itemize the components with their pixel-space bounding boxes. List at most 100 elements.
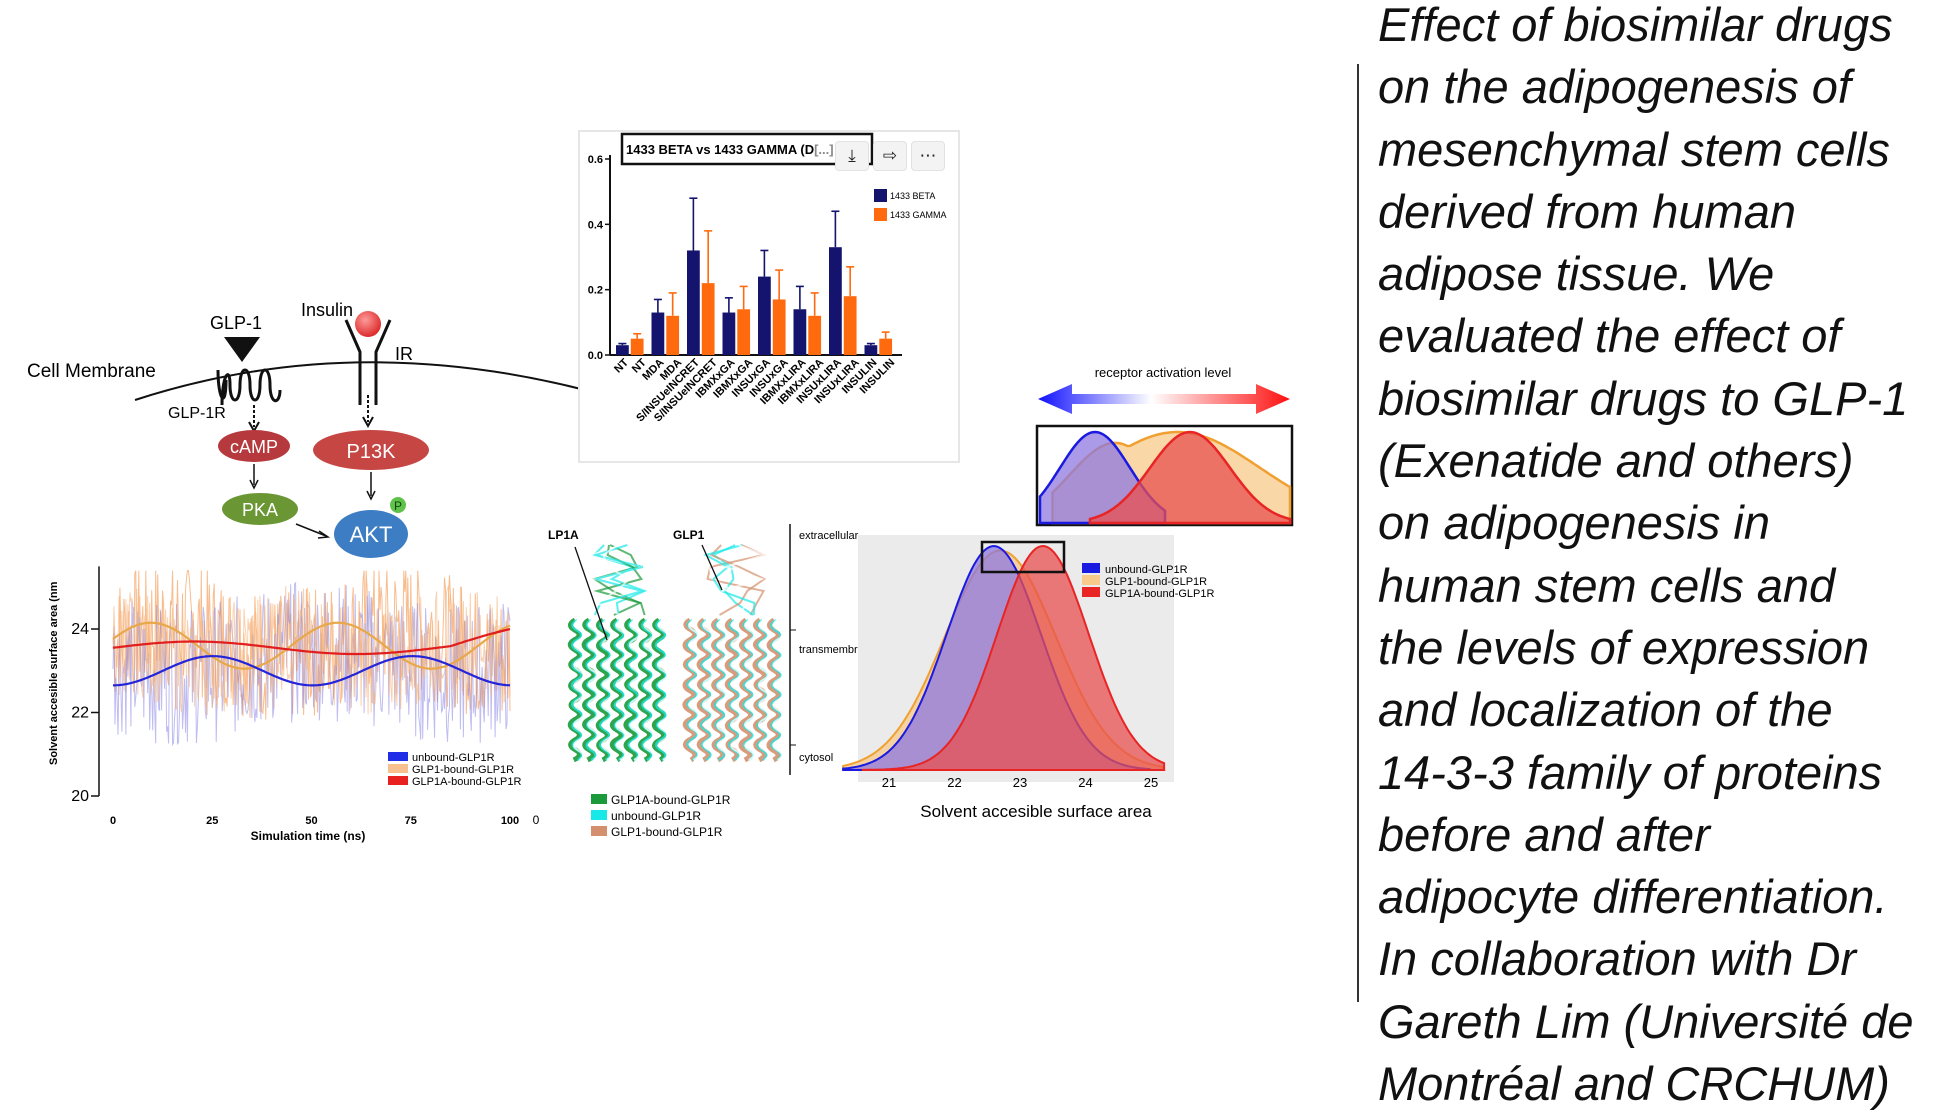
structure-label-lp1a: LP1A bbox=[548, 528, 579, 542]
bar-chart-legend: 1433 BETA 1433 GAMMA bbox=[874, 189, 947, 221]
timeseries-raw-trace bbox=[112, 585, 511, 716]
protein-structures-panel: LP1A GLP1 extracellular transmembrane cy… bbox=[548, 524, 876, 839]
helix-ribbon bbox=[766, 617, 782, 763]
caption-line: mesenchymal stem cells bbox=[1378, 122, 1890, 176]
glp1-ligand-triangle bbox=[224, 337, 260, 362]
helix-ribbon bbox=[573, 619, 585, 761]
density-legend-label: GLP1-bound-GLP1R bbox=[1105, 576, 1207, 588]
density-legend: unbound-GLP1RGLP1-bound-GLP1RGLP1A-bound… bbox=[1082, 563, 1215, 600]
timeseries-legend-swatch bbox=[388, 752, 408, 761]
cell-membrane-line bbox=[134, 361, 586, 401]
helix-ribbon bbox=[727, 619, 740, 761]
loop-ribbon bbox=[713, 544, 768, 616]
structure-legend-label: unbound-GLP1R bbox=[611, 809, 701, 823]
bar-y-tick-label: 0.2 bbox=[588, 285, 603, 297]
loop-ribbon bbox=[592, 544, 646, 616]
bar-beta bbox=[758, 276, 771, 355]
bar-y-tick-label: 0.0 bbox=[588, 350, 603, 362]
density-legend-swatch bbox=[1082, 563, 1100, 573]
structures-legend: GLP1A-bound-GLP1R unbound-GLP1R GLP1-bound… bbox=[591, 793, 731, 839]
bar-chart-title: 1433 BETA vs 1433 GAMMA (D[...] bbox=[626, 142, 834, 157]
insulin-molecule bbox=[355, 311, 381, 337]
bar-chart-title-box bbox=[620, 132, 874, 166]
caption-line: 14-3-3 family of proteins bbox=[1378, 745, 1883, 799]
timeseries-raw-traces bbox=[112, 570, 511, 747]
helix-ribbon bbox=[716, 619, 729, 761]
activation-gradient-arrow bbox=[1038, 384, 1290, 414]
helix-ribbon bbox=[628, 619, 641, 761]
caption-line: adipose tissue. We bbox=[1378, 247, 1775, 301]
bar-gamma bbox=[630, 338, 644, 355]
timeseries-x-tick-label: 50 bbox=[305, 815, 317, 827]
camp-node bbox=[218, 430, 290, 462]
helix-ribbon bbox=[730, 619, 743, 761]
caption-line: before and after bbox=[1378, 807, 1710, 861]
density-legend-label: GLP1A-bound-GLP1R bbox=[1105, 588, 1215, 600]
pka-node bbox=[222, 493, 298, 525]
density-curves bbox=[842, 544, 1166, 771]
caption-line: adipocyte differentiation. bbox=[1378, 870, 1888, 924]
p13k-node bbox=[313, 430, 429, 470]
helix-ribbon bbox=[601, 619, 614, 761]
loop-ribbon bbox=[593, 544, 646, 616]
timeseries-line-unbound bbox=[112, 654, 511, 687]
caption-line: Effect of biosimilar drugs bbox=[1378, 0, 1893, 51]
share-icon: ⇨ bbox=[882, 146, 898, 166]
timeseries-smoothed-lines bbox=[112, 621, 511, 687]
helix-ribbon bbox=[609, 617, 625, 763]
bar-chart-panel: 1433 BETA vs 1433 GAMMA (D[...] 0.0 0.2 0.… bbox=[578, 130, 960, 463]
helix-ribbon bbox=[640, 619, 653, 761]
share-button[interactable]: ⇨ bbox=[873, 141, 907, 171]
timeseries-x-tick-label: 75 bbox=[405, 815, 417, 827]
bar-legend-label: 1433 BETA bbox=[890, 191, 935, 201]
structure-legend-label: GLP1-bound-GLP1R bbox=[611, 825, 723, 839]
p13k-label: P13K bbox=[347, 441, 397, 463]
timeseries-x-tick-label: 0 bbox=[110, 815, 116, 827]
timeseries-y-tick-label: 22 bbox=[71, 705, 89, 722]
region-cytosol: cytosol bbox=[799, 752, 833, 764]
timeseries-xlabel: Simulation time (ns) bbox=[251, 829, 366, 843]
activation-panel: receptor activation level bbox=[1035, 365, 1294, 527]
bar-gamma bbox=[701, 283, 715, 355]
lp1a-structure-render bbox=[567, 544, 670, 763]
loop-ribbon bbox=[595, 544, 632, 616]
bar-legend-label: 1433 GAMMA bbox=[890, 210, 947, 220]
density-legend-swatch bbox=[1082, 587, 1100, 597]
inset-curve-glp1a-bound bbox=[1088, 430, 1292, 525]
bar-beta bbox=[864, 345, 878, 355]
download-button[interactable]: ⤓ bbox=[835, 141, 869, 171]
timeseries-ylabel: Solvent accesible surface area (nm bbox=[48, 581, 60, 765]
timeseries-raw-trace bbox=[112, 581, 511, 747]
helix-ribbon bbox=[654, 619, 667, 761]
caption-line: on adipogenesis in bbox=[1378, 496, 1770, 550]
more-button[interactable]: ⋯ bbox=[911, 141, 945, 171]
activation-inset-curves bbox=[1038, 430, 1292, 525]
glp1r-receptor bbox=[220, 368, 282, 406]
density-panel: 21 22 23 24 25 Solvent accesible surface are… bbox=[842, 535, 1215, 821]
timeseries-x-extra-tick: 0 bbox=[533, 813, 540, 827]
akt-label: AKT bbox=[350, 522, 393, 547]
glp1-ligand-label: GLP-1 bbox=[210, 313, 262, 333]
helix-ribbon bbox=[757, 619, 770, 761]
helix-ribbon bbox=[581, 617, 597, 763]
density-legend-label: unbound-GLP1R bbox=[1105, 564, 1188, 576]
bar-chart-marks bbox=[616, 197, 893, 355]
structure-label-glp1: GLP1 bbox=[673, 528, 705, 542]
insulin-receptor bbox=[344, 319, 392, 405]
caption-line: (Exenatide and others) bbox=[1378, 434, 1854, 488]
timeseries-legend: unbound-GLP1RGLP1-bound-GLP1RGLP1A-bound… bbox=[388, 752, 522, 788]
timeseries-line-glp1-bound bbox=[112, 621, 511, 670]
caption-line: on the adipogenesis of bbox=[1378, 60, 1851, 114]
structure-legend-label: GLP1A-bound-GLP1R bbox=[611, 793, 731, 807]
timeseries-legend-label: GLP1A-bound-GLP1R bbox=[412, 776, 522, 788]
caption-divider bbox=[1357, 64, 1359, 1002]
glp1r-label: GLP-1R bbox=[168, 405, 226, 422]
timeseries-y-tick-label: 20 bbox=[71, 788, 89, 805]
timeseries-legend-swatch bbox=[388, 776, 408, 785]
membrane-label: Cell Membrane bbox=[27, 361, 156, 382]
caption-line: and localization of the bbox=[1378, 683, 1833, 737]
bar-beta bbox=[722, 312, 736, 355]
caption-line: human stem cells and bbox=[1378, 558, 1836, 612]
density-curve-glp1a-bound bbox=[861, 544, 1166, 771]
camp-label: cAMP bbox=[230, 437, 278, 457]
